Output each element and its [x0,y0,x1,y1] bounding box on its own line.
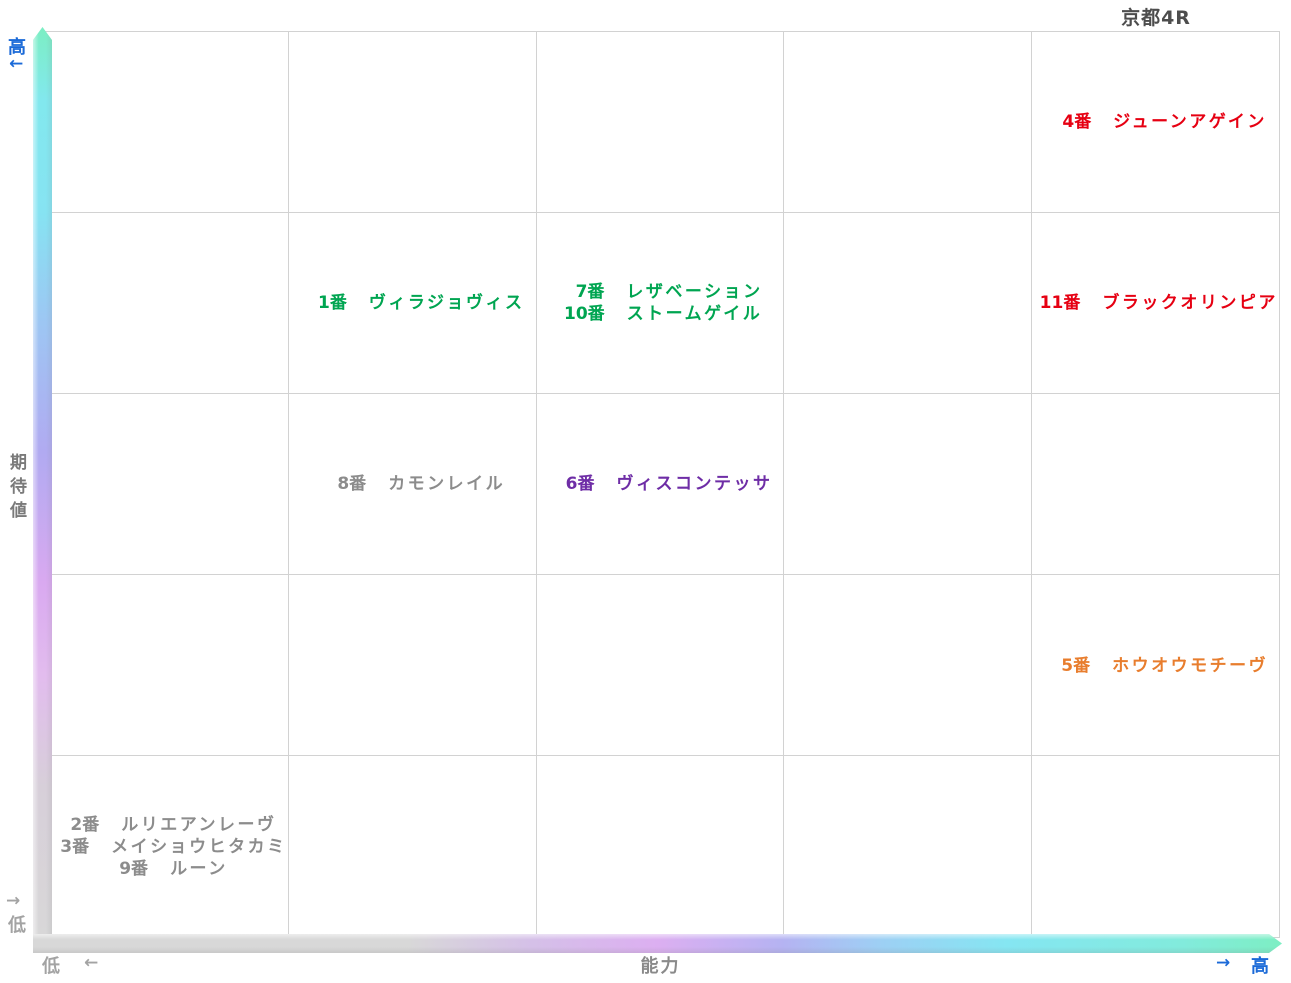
horse-line: 1番 ヴィラジョヴィス [301,292,525,314]
horse-name: メイショウヒタカミ [111,837,287,858]
chart-title: 京都4R [1121,7,1191,29]
horse-line: 3番 メイショウヒタカミ [43,836,287,858]
horse-line: 11番 ブラックオリンピア [1034,292,1278,314]
grid-cell [42,213,290,394]
grid-cell [784,394,1032,575]
horse-name: ルーン [170,859,228,880]
grid-cell [42,394,290,575]
horse-number: 9番 [119,859,149,880]
x-axis-low-arrow-icon: ← [84,953,99,973]
y-axis-title-char: 待 [10,477,27,497]
horse-line: 2番 ルリエアンレーヴ [53,814,276,836]
y-axis-gradient-arrow [33,27,52,953]
horse-entry: 1番 ヴィラジョヴィス [289,212,537,393]
y-axis-title-char: 期 [10,453,27,473]
grid-cell [42,575,290,756]
grid-cell [289,756,537,937]
horse-name: ヴィラジョヴィス [368,293,525,314]
horse-name: ホウオウモチーヴ [1112,655,1269,676]
grid-cell [784,213,1032,394]
horse-number: 6番 [565,474,595,495]
grid-cell [536,575,785,756]
x-axis-title: 能力 [640,956,681,977]
horse-line: 7番 レザベーション [558,281,762,303]
horse-line: 6番 ヴィスコンテッサ [548,473,772,495]
grid-cell [42,32,290,213]
y-axis-title-char: 値 [10,501,27,521]
x-axis-high-arrow-icon: → [1216,953,1231,973]
grid-cell [784,756,1032,937]
y-axis-low-arrow-icon: → [6,891,21,911]
grid-cell [536,213,785,394]
horse-line: 10番 ストームゲイル [559,303,763,325]
x-axis-low-label: 低 [42,956,60,977]
horse-name: ヴィスコンテッサ [616,474,773,495]
horse-entry: 7番 レザベーション 10番 ストームゲイル [537,212,785,393]
horse-entry: 4番 ジューンアゲイン [1032,31,1280,212]
horse-entry: 5番 ホウオウモチーヴ [1032,575,1280,756]
y-axis-title: 期 待 値 [10,451,27,523]
horse-name: レザベーション [626,282,763,303]
grid-cell [536,32,785,213]
horse-name: ストームゲイル [626,304,763,325]
horse-name: ルリエアンレーヴ [121,815,277,836]
horse-number: 8番 [337,474,367,495]
grid-cell [784,32,1032,213]
horse-entry: 6番 ヴィスコンテッサ [537,394,785,575]
horse-number: 4番 [1062,111,1092,132]
y-axis-low-label: 低 [8,915,26,936]
horse-number: 1番 [318,293,347,314]
horse-number: 7番 [575,282,605,303]
grid-cell [536,394,785,575]
horse-line: 5番 ホウオウモチーヴ [1044,655,1268,677]
y-axis-high-label: 高 [8,37,26,58]
entries-layer: 4番 ジューンアゲイン 1番 ヴィラジョヴィス 7番 レザベーション 10番 ストームゲイル 1… [41,31,1280,938]
x-axis-high-label: 高 [1251,956,1269,977]
horse-line: 4番 ジューンアゲイン [1045,111,1267,133]
x-axis-gradient-arrow [33,934,1282,953]
horse-name: カモンレイル [388,474,506,495]
horse-number: 11番 [1039,293,1081,314]
horse-name: ジューンアゲイン [1113,111,1267,132]
plot-grid [41,31,1280,938]
grid-cell [537,756,785,937]
grid-cell [1031,394,1279,575]
horse-entry: 8番 カモンレイル [289,394,537,575]
horse-number: 3番 [60,837,90,858]
horse-line: 8番 カモンレイル [320,473,505,495]
grid-cell [784,575,1032,756]
grid-cell [1031,32,1279,213]
y-axis-high-arrow-icon: ← [9,54,24,74]
grid-cell [289,575,537,756]
grid-cell [42,756,290,937]
grid-cell [289,32,537,213]
horse-number: 2番 [70,815,100,836]
horse-entry: 11番 ブラックオリンピア [1032,212,1280,393]
horse-entry: 2番 ルリエアンレーヴ 3番 メイショウヒタカミ 9番 ルーン [41,757,289,938]
grid-cell [1031,575,1279,756]
horse-number: 5番 [1061,655,1091,676]
horse-number: 10番 [563,304,605,325]
grid-cell [289,213,537,394]
horse-name: ブラックオリンピア [1102,293,1278,314]
grid-cell [289,394,537,575]
grid-cell [1031,213,1279,394]
horse-line: 9番 ルーン [102,858,228,880]
